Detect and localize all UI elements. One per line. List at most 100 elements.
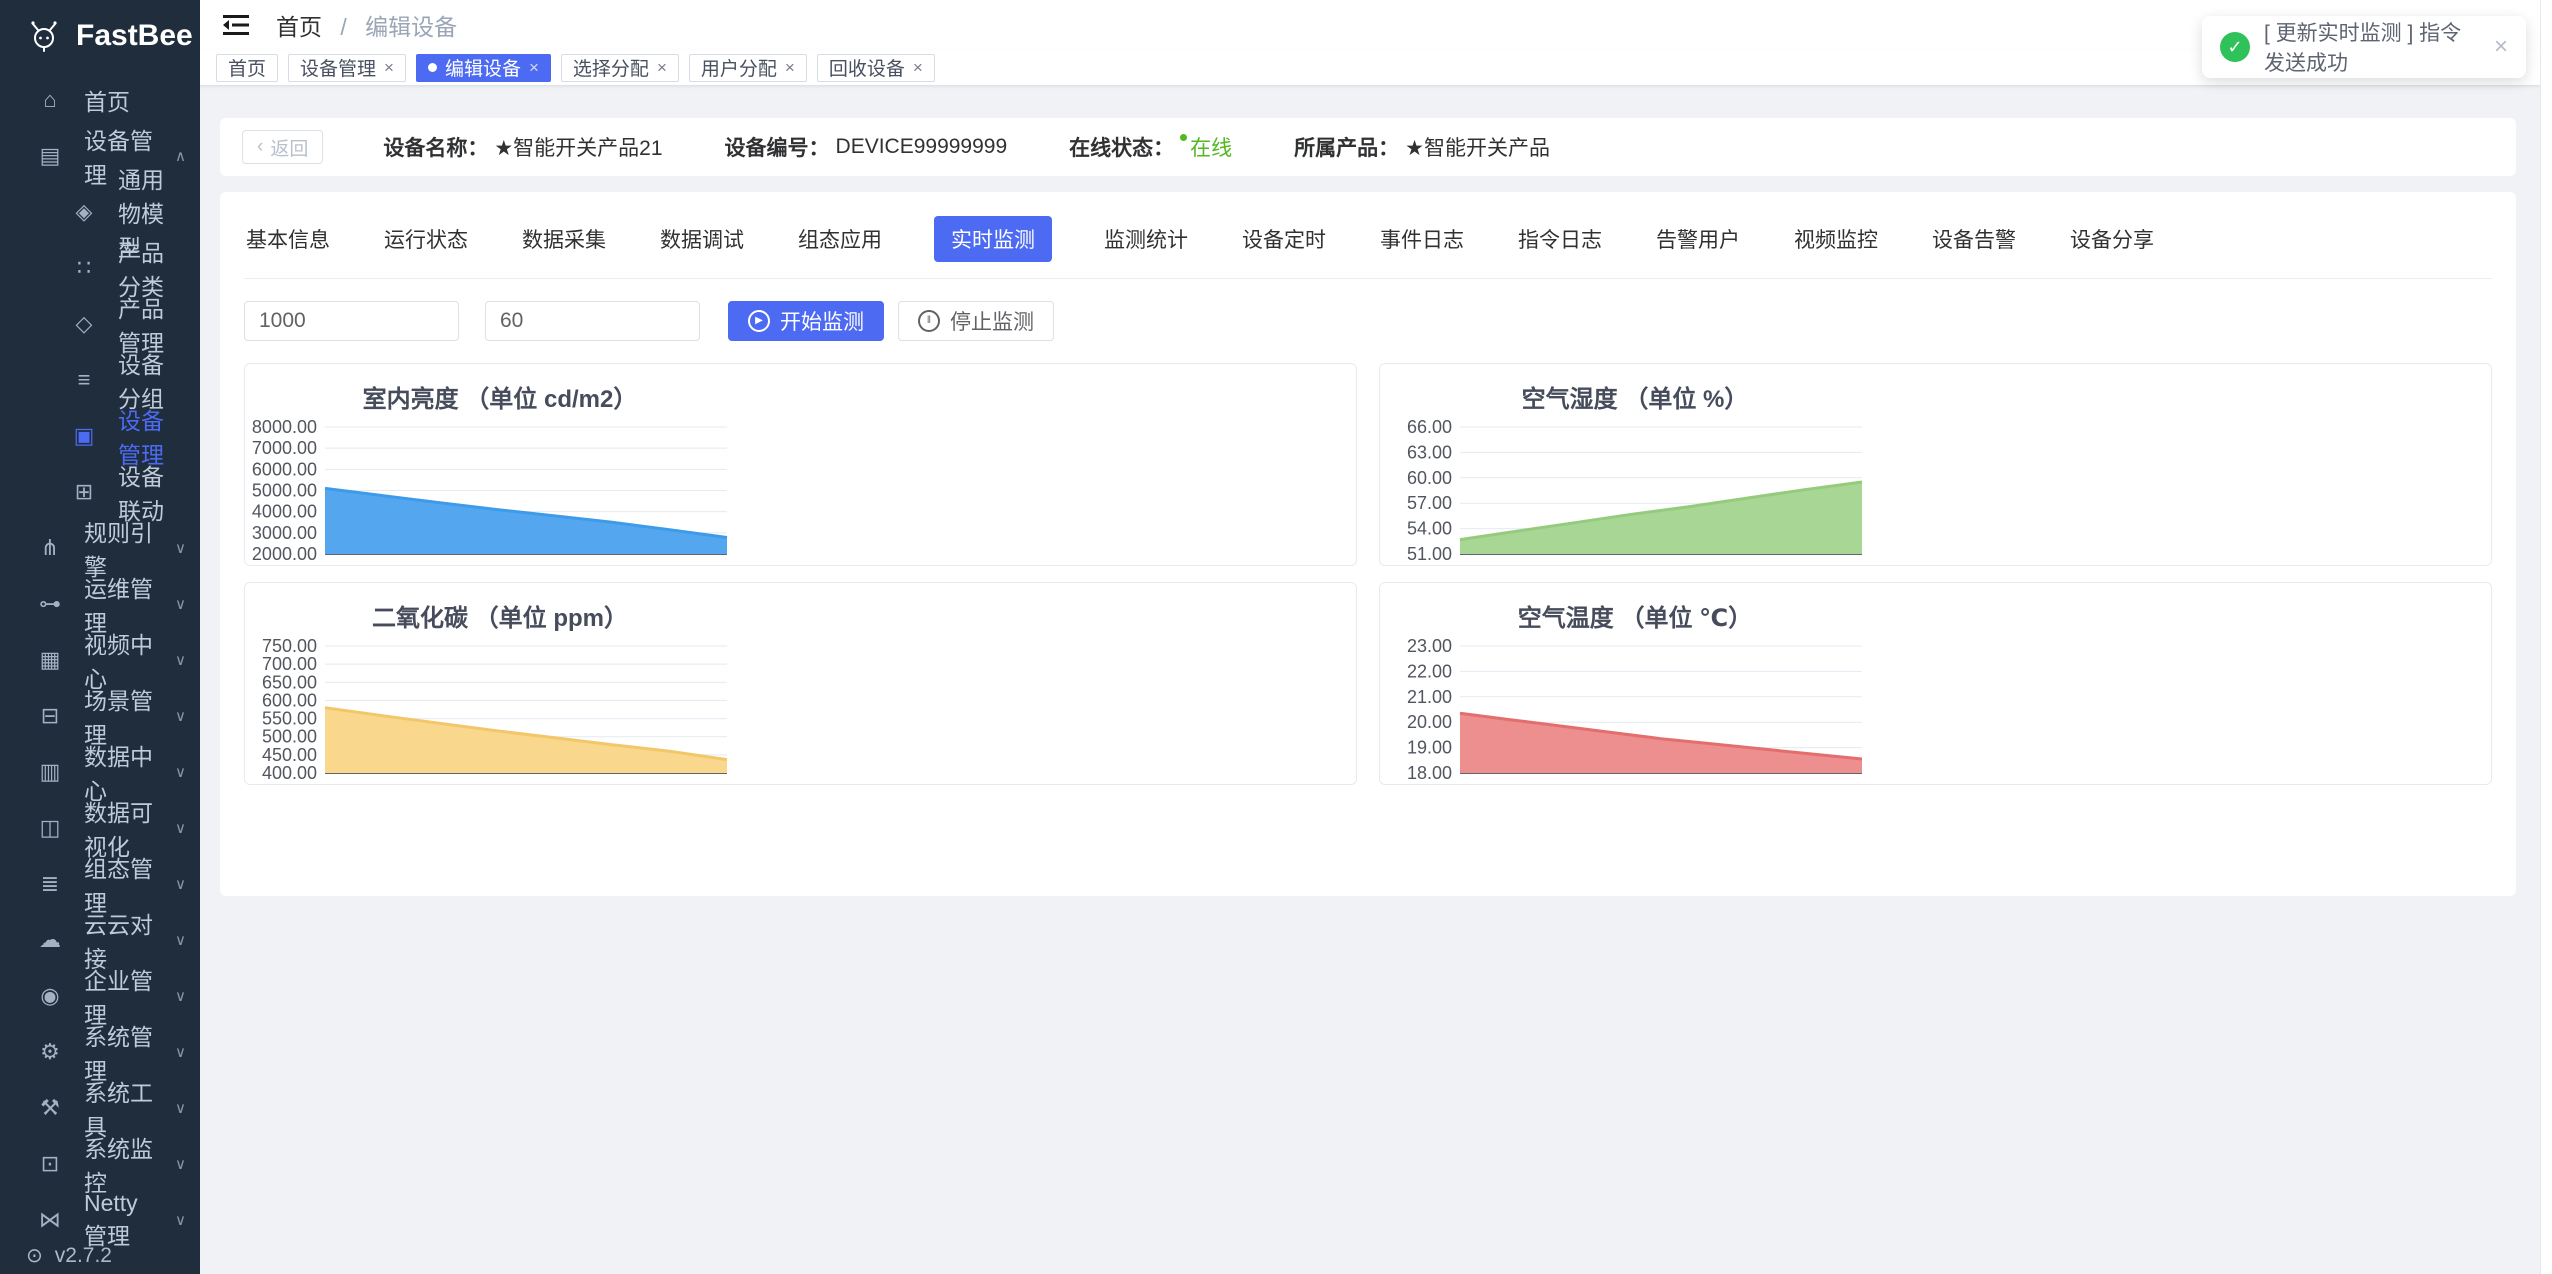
breadcrumb-current: 编辑设备 [365,14,458,40]
svg-text:19.00: 19.00 [1407,738,1452,758]
tab-设备告警[interactable]: 设备告警 [1932,229,2016,252]
sidebar-item-label: 规则引擎 [84,520,153,580]
sidebar-item-label: 企业管理 [84,968,153,1028]
breadcrumb-home[interactable]: 首页 [276,14,322,40]
device-field-label: 所属产品： [1294,137,1400,160]
chart-carbon-dioxide: 二氧化碳 （单位 ppm） 750.00 700.00 650.00 600.00 550… [245,583,755,784]
sidebar-item-system-tools[interactable]: ⚒ 系统工具 ∨ [0,1080,200,1140]
ops-management-icon: ⊶ [39,591,61,616]
chart-indoor-brightness: 室内亮度 （单位 cd/m2） 8000.00 7000.00 6000.00 5000… [245,364,755,565]
sidebar-item-system-monitor[interactable]: ⊡ 系统监控 ∨ [0,1136,200,1196]
tab-监测统计[interactable]: 监测统计 [1104,229,1188,252]
device-field-value: ★智能开关产品21 [494,137,663,160]
sidebar-item-home[interactable]: ⌂ 首页 [0,72,200,128]
sidebar-item-video-center[interactable]: ▦ 视频中心 ∨ [0,632,200,692]
sidebar-item-label: 设备联动 [118,464,164,524]
chart-panel-indoor-brightness: 室内亮度 （单位 cd/m2） 8000.00 7000.00 6000.00 5000… [244,363,1357,566]
tab-设备分享[interactable]: 设备分享 [2070,229,2154,252]
sidebar-item-product-category[interactable]: ∷ 产品分类 [0,240,200,300]
sidebar-item-device-linkage[interactable]: ⊞ 设备联动 [0,464,200,524]
tab-基本信息[interactable]: 基本信息 [246,229,330,252]
data-center-icon: ▥ [39,759,61,784]
sidebar-item-label: 设备管理 [118,408,164,468]
stop-monitor-button[interactable]: ‖ 停止监测 [898,301,1054,341]
tag-回收设备[interactable]: 回收设备 × [816,53,935,82]
active-tag-dot [427,63,437,72]
chart-area-carbon-dioxide[interactable]: 750.00700.00650.00600.00550.00500.00450.… [245,633,755,783]
tab-设备定时[interactable]: 设备定时 [1242,229,1326,252]
tab-运行状态[interactable]: 运行状态 [384,229,468,252]
tag-用户分配[interactable]: 用户分配 × [688,53,807,82]
scada-management-icon: ≣ [40,871,60,896]
tag-close-icon[interactable]: × [384,57,394,77]
breadcrumb-separator: / [340,14,347,40]
toast-message: [ 更新实时监测 ] 指令发送成功 [2264,22,2462,75]
data-visualization-icon: ◫ [39,815,61,840]
tab-视频监控[interactable]: 视频监控 [1794,229,1878,252]
chart-title: 二氧化碳 （单位 ppm） [372,605,628,632]
back-button[interactable]: ‹ 返回 [242,130,324,164]
tag-close-icon[interactable]: × [656,57,667,77]
sidebar-item-label: 首页 [84,89,130,115]
sidebar-item-system-management[interactable]: ⚙ 系统管理 ∨ [0,1024,200,1084]
tab-实时监测[interactable]: 实时监测 [934,216,1052,262]
device-tabs: 基本信息 运行状态 数据采集 数据调试 组态应用 实时监测 监测统计 设备定时 事件日志 指令日志… [244,192,2492,279]
sidebar-item-scada-management[interactable]: ≣ 组态管理 ∨ [0,856,200,916]
home-icon: ⌂ [43,87,57,112]
tag-close-icon[interactable]: × [912,57,923,77]
chart-area-indoor-brightness[interactable]: 8000.007000.006000.005000.004000.003000.… [245,414,755,564]
svg-text:750.00: 750.00 [262,636,317,656]
device-list-icon: ▣ [73,423,95,448]
page-scrollbar[interactable] [2540,0,2552,1274]
version-label[interactable]: ⊙ v2.7.2 [26,1243,112,1268]
tab-组态应用[interactable]: 组态应用 [798,229,882,252]
app-logo[interactable]: FastBee [0,0,200,72]
tab-事件日志[interactable]: 事件日志 [1380,229,1464,252]
play-icon: ▶ [748,310,770,332]
sidebar-item-data-visualization[interactable]: ◫ 数据可视化 ∨ [0,800,200,860]
sidebar-item-device-list[interactable]: ▣ 设备管理 [0,408,200,468]
monitor-interval-input[interactable] [244,301,459,341]
sidebar-item-label: 设备管理 [84,128,153,188]
tab-指令日志[interactable]: 指令日志 [1518,229,1602,252]
sidebar-item-cloud-integration[interactable]: ☁ 云云对接 ∨ [0,912,200,972]
sidebar-item-thing-model[interactable]: ◈ 通用物模型 [0,167,200,261]
sidebar-item-device-group[interactable]: ≡ 设备分组 [0,352,200,412]
device-field-label: 在线状态： [1069,137,1175,160]
chevron-down-icon: ∨ [175,820,186,837]
toast-close-icon[interactable]: × [2493,33,2508,60]
sidebar-item-product-management[interactable]: ◇ 产品管理 [0,296,200,356]
chart-area-air-humidity[interactable]: 66.00 63.00 60.00 57.00 54.00 51.00 [1380,414,1890,564]
tag-设备管理[interactable]: 设备管理 × [288,53,406,82]
device-field-product: 所属产品： ★智能开关产品 [1294,132,1550,162]
start-monitor-button[interactable]: ▶ 开始监测 [728,301,884,341]
sidebar-item-rule-engine[interactable]: ⋔ 规则引擎 ∨ [0,520,200,580]
tab-数据采集[interactable]: 数据采集 [522,229,606,252]
fastbee-logo-icon [31,21,57,52]
sidebar-item-data-center[interactable]: ▥ 数据中心 ∨ [0,744,200,804]
device-field-label: 设备名称： [383,137,489,160]
tag-close-icon[interactable]: × [784,57,795,77]
device-field-online-status: 在线状态： 在线 [1069,132,1232,162]
tag-close-icon[interactable]: × [528,57,539,77]
tab-告警用户[interactable]: 告警用户 [1656,229,1740,252]
sidebar-item-enterprise-management[interactable]: ◉ 企业管理 ∨ [0,968,200,1028]
tag-选择分配[interactable]: 选择分配 × [560,53,679,82]
chart-panel-air-humidity: 空气湿度 （单位 %） 66.00 63.00 60.00 57.00 54.00 51.0… [1379,363,2492,566]
sidebar-item-device-management[interactable]: ▤ 设备管理 ∧ [0,128,200,188]
tab-数据调试[interactable]: 数据调试 [660,229,744,252]
system-management-icon: ⚙ [40,1039,60,1064]
tag-首页[interactable]: 首页 [216,53,279,82]
svg-text:23.00: 23.00 [1407,636,1452,656]
sidebar-item-scene-management[interactable]: ⊟ 场景管理 ∨ [0,688,200,748]
sidebar-item-ops-management[interactable]: ⊶ 运维管理 ∨ [0,576,200,636]
sidebar-item-label: 运维管理 [84,576,153,636]
monitor-controls: ▶ 开始监测 ‖ 停止监测 [244,301,2492,341]
tag-编辑设备[interactable]: 编辑设备 × [415,53,551,82]
monitor-count-input[interactable] [485,301,700,341]
sidebar: FastBee ⌂ 首页 ▤ 设备管理 ∧ ◈ 通用物模型 ∷ 产品分类 ◇ 产品管理 ≡ 设备分组 ▣ 设… [0,0,200,1274]
success-check-icon: ✓ [2220,32,2250,62]
chart-area-air-temperature[interactable]: 23.00 22.00 21.00 20.00 19.00 18.00 [1380,633,1890,783]
sidebar-collapse-icon[interactable] [222,14,250,36]
sidebar-item-netty-management[interactable]: ⋈ Netty管理 ∨ [0,1190,200,1249]
